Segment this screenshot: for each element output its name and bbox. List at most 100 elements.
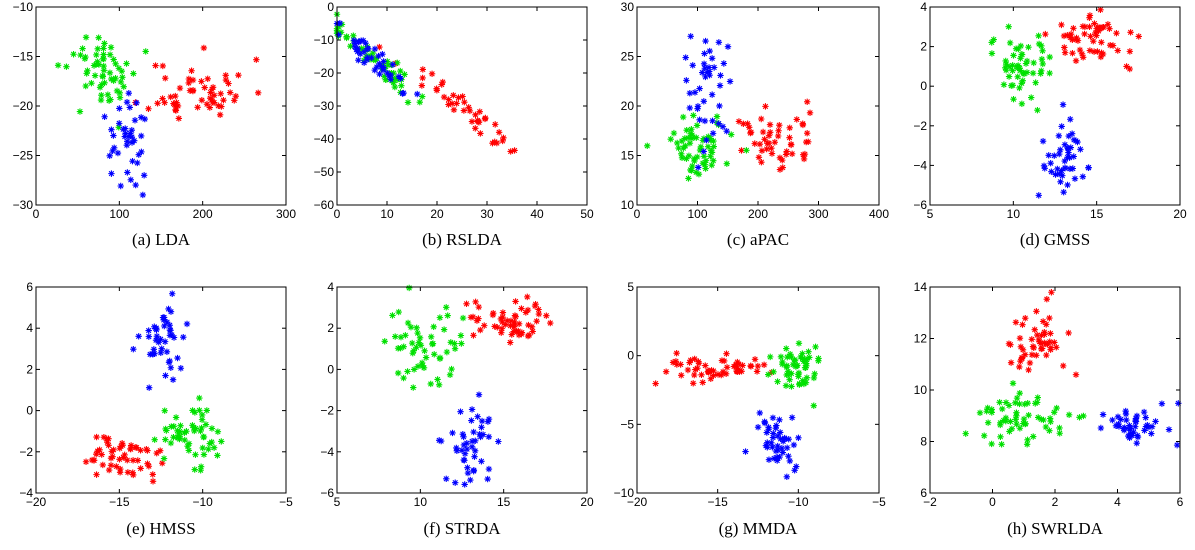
data-point-series-1	[753, 368, 761, 375]
data-point-series-2	[803, 374, 811, 381]
data-point-series-3	[774, 442, 781, 450]
data-point-series-1	[1017, 343, 1025, 351]
panel-caption: (f) STRDA	[424, 519, 502, 538]
data-point-series-1	[723, 364, 731, 371]
data-point-series-3	[742, 448, 749, 455]
x-tick-label: 300	[808, 207, 828, 221]
y-tick-label: 30	[621, 0, 635, 14]
data-point-series-1	[512, 313, 519, 320]
data-point-series-2	[1034, 394, 1041, 401]
data-point-series-2	[1053, 404, 1060, 412]
y-tick-label: −60	[314, 198, 335, 212]
data-point-series-3	[1058, 167, 1065, 174]
scatter-panel-6: 5 10 15 20 −6 −4 −2 0 2 4 (f) STRDA	[320, 280, 594, 538]
data-point-series-2	[400, 374, 407, 382]
data-point-series-1	[758, 159, 765, 166]
data-point-series-1	[1021, 351, 1029, 358]
y-tick-label: 12	[914, 332, 928, 346]
data-point-series-1	[1035, 336, 1042, 344]
data-point-series-1	[758, 115, 765, 123]
data-point-series-1	[203, 101, 211, 108]
data-point-series-1	[518, 329, 526, 336]
data-point-series-2	[779, 360, 786, 368]
data-point-series-1	[522, 309, 530, 316]
data-point-series-3	[138, 148, 145, 156]
data-point-series-1	[90, 457, 98, 464]
data-point-series-2	[687, 166, 694, 174]
data-point-series-2	[765, 371, 772, 378]
data-point-series-1	[428, 70, 436, 78]
data-point-series-1	[710, 372, 717, 379]
data-point-series-1	[669, 359, 677, 366]
data-point-series-1	[476, 108, 483, 115]
data-point-series-1	[500, 134, 507, 142]
data-point-series-3	[702, 37, 709, 45]
data-point-series-1	[1039, 318, 1047, 325]
data-point-series-2	[116, 94, 124, 101]
x-tick-label: 10	[1007, 207, 1021, 221]
data-point-series-3	[769, 414, 777, 422]
data-point-series-2	[54, 62, 62, 69]
data-point-series-3	[715, 120, 722, 127]
y-tick-label: −10	[13, 0, 34, 14]
data-point-series-1	[1079, 54, 1087, 61]
scatter-panel-3: 0 100 200 300 400 10 15 20 25 30 (c) aPAC	[621, 0, 890, 249]
data-point-series-2	[988, 39, 995, 46]
data-point-series-2	[707, 147, 715, 154]
y-tick-label: −4	[19, 486, 33, 500]
data-point-series-2	[197, 427, 204, 435]
data-point-series-2	[177, 422, 184, 429]
data-point-series-3	[470, 428, 477, 436]
data-point-series-1	[162, 74, 169, 82]
data-point-series-2	[200, 451, 208, 458]
data-point-series-2	[381, 338, 388, 345]
data-point-series-2	[697, 143, 705, 151]
data-point-series-2	[1046, 427, 1053, 434]
data-point-series-3	[139, 191, 147, 199]
data-point-series-1	[376, 43, 383, 51]
data-point-series-1	[470, 332, 477, 339]
data-point-series-1	[763, 145, 770, 153]
data-point-series-2	[337, 29, 345, 36]
data-point-series-2	[100, 62, 107, 70]
data-point-series-1	[137, 447, 144, 454]
data-point-series-3	[149, 351, 156, 358]
data-point-series-1	[1028, 351, 1036, 358]
y-tick-label: −30	[314, 99, 335, 113]
data-point-series-2	[343, 34, 350, 42]
data-point-series-1	[1096, 25, 1104, 33]
data-point-series-1	[418, 82, 426, 89]
data-point-series-1	[1073, 34, 1080, 42]
data-point-series-3	[1133, 439, 1140, 447]
data-point-series-2	[770, 368, 777, 376]
data-point-series-2	[214, 452, 221, 459]
data-point-series-2	[702, 157, 710, 164]
data-point-series-2	[196, 407, 203, 414]
data-point-series-2	[811, 370, 818, 378]
data-point-series-1	[217, 90, 224, 97]
data-point-series-2	[710, 143, 717, 150]
y-tick-label: −10	[614, 486, 635, 500]
data-point-series-2	[690, 112, 697, 119]
data-point-series-1	[499, 309, 507, 316]
data-point-series-2	[70, 51, 77, 58]
data-point-series-2	[1003, 61, 1010, 68]
data-point-series-2	[415, 339, 423, 346]
data-point-series-2	[1023, 69, 1031, 76]
data-point-series-1	[440, 93, 448, 101]
data-point-series-1	[175, 115, 183, 122]
data-point-series-2	[214, 428, 222, 435]
data-point-series-3	[360, 59, 368, 66]
data-point-series-2	[777, 353, 785, 361]
data-point-series-1	[1072, 371, 1080, 378]
data-point-series-1	[803, 138, 810, 146]
data-point-series-2	[723, 160, 731, 167]
data-point-series-1	[1022, 314, 1029, 322]
data-point-series-1	[768, 145, 775, 152]
data-point-series-2	[115, 65, 123, 72]
data-point-series-2	[189, 407, 196, 414]
data-point-series-3	[1057, 178, 1064, 185]
data-point-series-2	[430, 323, 437, 331]
axes-frame	[336, 6, 588, 206]
data-point-series-3	[165, 359, 173, 366]
